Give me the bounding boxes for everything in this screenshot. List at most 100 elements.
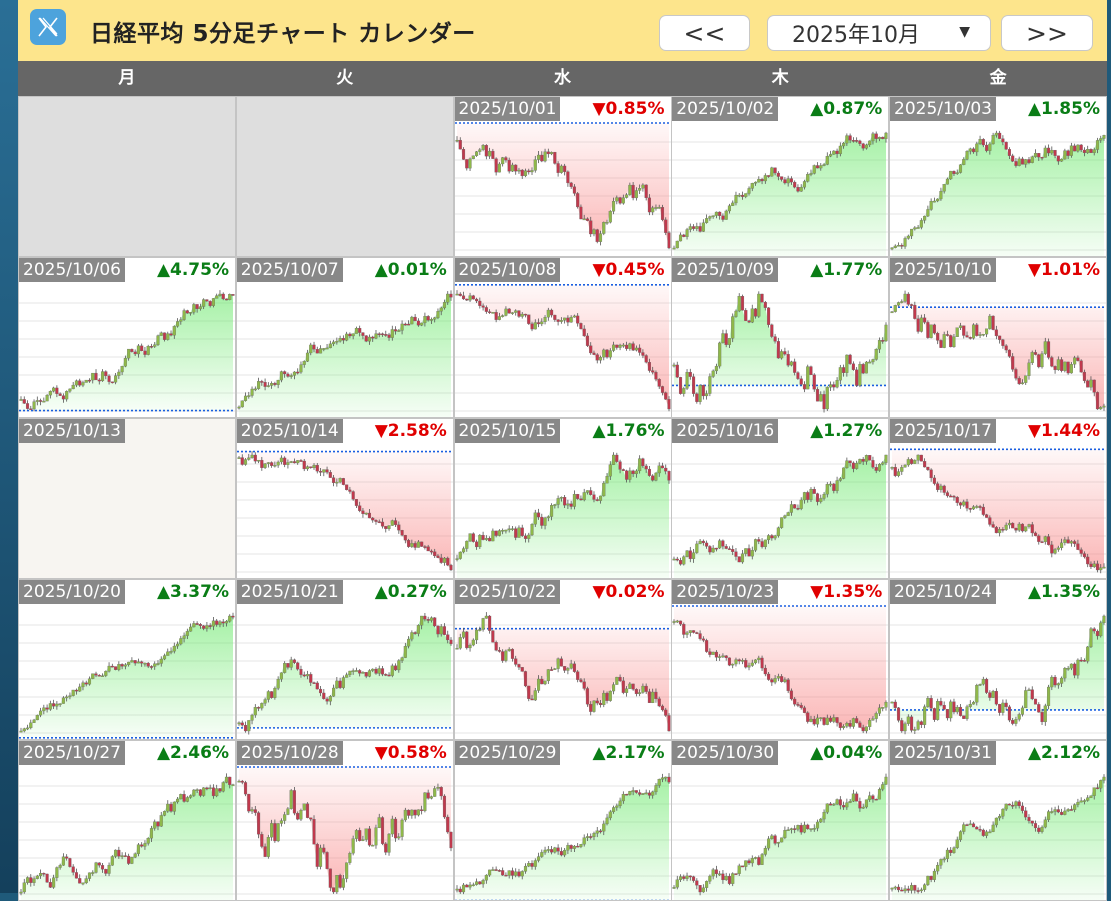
- intraday-chart[interactable]: [236, 419, 454, 579]
- intraday-chart[interactable]: [890, 580, 1107, 740]
- intraday-chart[interactable]: [236, 741, 454, 901]
- intraday-chart[interactable]: [19, 580, 236, 740]
- candle: [286, 807, 290, 816]
- candle: [773, 834, 777, 846]
- candle: [374, 329, 378, 340]
- intraday-chart[interactable]: [454, 97, 672, 257]
- candle: [302, 458, 306, 472]
- candle: [481, 878, 485, 888]
- candle: [878, 136, 882, 142]
- candle: [380, 665, 384, 677]
- candle: [682, 622, 686, 639]
- candle: [1020, 379, 1025, 385]
- candle: [1017, 799, 1021, 809]
- candle: [764, 300, 768, 311]
- candle: [952, 334, 956, 348]
- intraday-chart[interactable]: [672, 97, 889, 257]
- intraday-chart[interactable]: [236, 580, 454, 740]
- candle: [955, 705, 959, 715]
- candle: [932, 197, 936, 203]
- candle: [865, 454, 869, 465]
- candle: [786, 677, 790, 694]
- intraday-chart[interactable]: [236, 258, 454, 418]
- intraday-chart[interactable]: [890, 258, 1107, 418]
- candle: [246, 391, 251, 399]
- candle: [403, 642, 407, 659]
- candle: [958, 501, 963, 509]
- intraday-chart[interactable]: [454, 419, 672, 579]
- intraday-chart[interactable]: [19, 741, 236, 901]
- candle: [341, 874, 345, 891]
- candle: [971, 505, 976, 511]
- candle: [282, 661, 286, 674]
- intraday-chart[interactable]: [19, 258, 236, 418]
- x-logo-icon[interactable]: [30, 9, 66, 45]
- candle: [318, 345, 322, 354]
- candle: [942, 331, 946, 349]
- candle: [1004, 141, 1008, 151]
- candle: [130, 657, 134, 663]
- candle: [764, 664, 768, 677]
- candle: [195, 304, 199, 313]
- candle: [848, 133, 852, 144]
- calendar-day-cell: 2025/10/13: [18, 418, 236, 579]
- candle: [757, 655, 761, 664]
- candle: [991, 132, 995, 145]
- intraday-chart[interactable]: [672, 258, 889, 418]
- candle: [890, 701, 894, 704]
- month-select[interactable]: 2025年10月 ▼: [767, 15, 991, 51]
- candle: [796, 184, 800, 193]
- candle: [689, 546, 693, 563]
- intraday-chart[interactable]: [672, 419, 889, 579]
- candle: [968, 820, 972, 826]
- candle: [419, 615, 423, 630]
- calendar-day-cell: 2025/10/30 ▲0.04%: [671, 740, 890, 901]
- intraday-chart[interactable]: [890, 419, 1107, 579]
- candle: [302, 360, 306, 368]
- candle: [185, 628, 189, 640]
- candle: [916, 315, 920, 334]
- intraday-chart[interactable]: [454, 741, 672, 901]
- candle: [929, 695, 933, 712]
- candle: [985, 328, 989, 338]
- prev-month-button[interactable]: <<: [659, 15, 750, 51]
- candle: [520, 524, 524, 537]
- candle: [58, 392, 62, 397]
- candle: [467, 292, 472, 303]
- candle: [803, 381, 807, 393]
- candle: [913, 301, 917, 320]
- intraday-chart[interactable]: [672, 580, 889, 740]
- candle: [1014, 367, 1018, 381]
- candle: [1027, 687, 1031, 691]
- day-date-label: 2025/10/22: [454, 580, 561, 604]
- candle: [666, 231, 671, 250]
- candle: [663, 464, 667, 475]
- candle: [657, 778, 661, 788]
- intraday-chart[interactable]: [890, 97, 1107, 257]
- candle: [240, 779, 244, 785]
- weekday-wed: 水: [553, 68, 571, 88]
- candle: [549, 308, 553, 318]
- candle: [39, 707, 43, 718]
- candle: [1033, 149, 1038, 158]
- candle: [793, 180, 797, 189]
- intraday-chart[interactable]: [454, 580, 672, 740]
- candle: [344, 672, 348, 678]
- intraday-chart[interactable]: [454, 258, 672, 418]
- intraday-chart[interactable]: [890, 741, 1107, 901]
- candle: [387, 672, 391, 677]
- next-month-button[interactable]: >>: [1001, 15, 1093, 51]
- candle: [341, 675, 345, 690]
- candle: [657, 378, 661, 390]
- candle: [601, 820, 605, 836]
- candle: [692, 224, 696, 231]
- candle: [852, 361, 856, 371]
- candle: [835, 377, 839, 389]
- intraday-chart[interactable]: [672, 741, 889, 901]
- candle: [741, 658, 745, 665]
- candle: [985, 829, 989, 839]
- candle: [335, 337, 339, 345]
- day-change-label: ▼2.58%: [374, 421, 447, 441]
- candle: [308, 466, 313, 469]
- candle: [461, 147, 465, 160]
